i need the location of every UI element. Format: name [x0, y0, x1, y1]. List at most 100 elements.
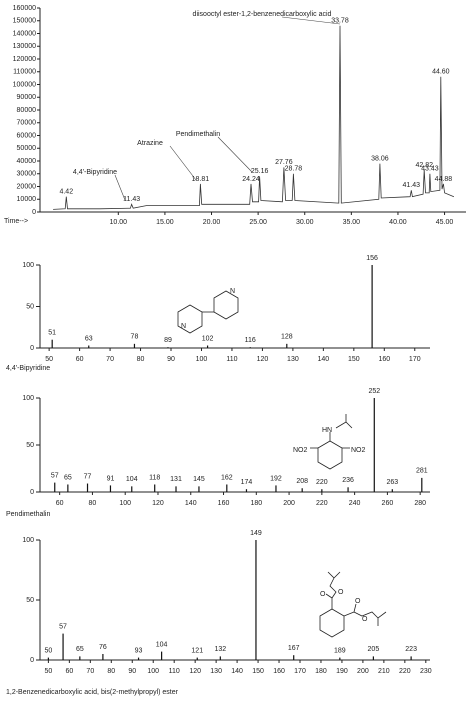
y-tick-label: 110000 [13, 69, 36, 76]
peak-label: 89 [164, 337, 172, 344]
peak-label: 44.88 [435, 176, 453, 183]
x-axis-label: Time--> [4, 218, 28, 225]
x-tick-label: 130 [210, 668, 222, 675]
ring [213, 290, 239, 320]
x-tick-label: 100 [119, 500, 131, 507]
bar [67, 484, 69, 492]
x-tick-label: 45.00 [436, 219, 454, 226]
y-tick-label: 150000 [13, 18, 36, 25]
x-tick-label: 110 [226, 356, 237, 363]
x-tick-label: 80 [137, 356, 145, 363]
caption: Pendimethalin [6, 511, 50, 518]
peak-label: 38.06 [371, 155, 389, 162]
bar [206, 345, 209, 348]
bar [47, 657, 49, 660]
bar [371, 265, 373, 348]
peak-label: 208 [296, 478, 308, 485]
atom-label: O [355, 598, 361, 605]
y-tick-label: 0 [30, 489, 34, 496]
bar [339, 657, 341, 660]
peak-label: 4.42 [59, 189, 73, 196]
peak-label: 121 [191, 647, 203, 654]
x-tick-label: 150 [348, 356, 360, 363]
peak-label: 44.60 [432, 69, 450, 76]
x-tick-label: 190 [336, 668, 348, 675]
y-tick-label: 40000 [17, 158, 37, 165]
x-tick-label: 40.00 [389, 219, 407, 226]
y-tick-label: 0 [30, 345, 34, 352]
bond [335, 414, 353, 429]
x-tick-label: 60 [76, 356, 84, 363]
bar [109, 485, 112, 492]
peak-label: 189 [334, 647, 346, 654]
peak-label: 131 [170, 476, 182, 483]
trace [53, 25, 455, 210]
x-tick-label: 260 [382, 500, 394, 507]
leader-line [169, 145, 197, 181]
bar [293, 655, 295, 660]
peak-label: 27.76 [275, 159, 293, 166]
bar [175, 486, 177, 492]
x-tick-label: 80 [89, 500, 97, 507]
peak-label: 78 [131, 334, 139, 341]
peak-label: 205 [368, 646, 380, 653]
peak-label: 65 [76, 646, 84, 653]
x-tick-label: 80 [107, 668, 115, 675]
x-tick-label: 150 [252, 668, 264, 675]
peak-label: 18.81 [192, 176, 210, 183]
peak-label: 162 [221, 474, 233, 481]
bar [391, 489, 393, 492]
y-tick-label: 120000 [13, 56, 36, 63]
x-tick-label: 60 [65, 668, 73, 675]
y-tick-label: 60000 [17, 132, 37, 139]
peak-label: 174 [241, 479, 253, 486]
peak-label: 104 [156, 641, 168, 648]
peak-label: 149 [250, 530, 262, 537]
x-tick-label: 140 [185, 500, 197, 507]
peak-label: 132 [214, 646, 226, 653]
x-tick-label: 180 [315, 668, 327, 675]
bar [321, 489, 323, 492]
peak-label: 104 [126, 476, 138, 483]
x-tick-label: 140 [318, 356, 330, 363]
bar [245, 489, 248, 492]
x-tick-label: 70 [86, 668, 94, 675]
peak-label: 128 [281, 334, 293, 341]
bar [154, 484, 156, 492]
peak-label: 28.78 [285, 166, 303, 173]
bar [275, 485, 277, 492]
y-tick-label: 50 [26, 442, 34, 449]
bar [102, 654, 104, 660]
x-tick-label: 210 [378, 668, 390, 675]
peak-label: 11.43 [123, 196, 140, 203]
y-tick-label: 50 [26, 597, 34, 604]
bar [301, 488, 303, 492]
y-tick-label: 80000 [17, 107, 37, 114]
peak-label: 167 [288, 645, 300, 652]
x-tick-label: 230 [420, 668, 432, 675]
atom-label: N [181, 323, 186, 330]
bar [255, 540, 257, 660]
x-tick-label: 90 [167, 356, 175, 363]
peak-label: 24.24 [242, 176, 260, 183]
bar [421, 477, 423, 492]
atom-label: NO2 [293, 447, 308, 454]
bar [226, 484, 228, 492]
bar [372, 656, 374, 660]
atom-label: HN [322, 427, 332, 434]
x-tick-label: 90 [128, 668, 136, 675]
x-tick-label: 100 [147, 668, 159, 675]
bar [86, 483, 89, 492]
atom-label: O [338, 589, 344, 596]
bar [54, 482, 56, 492]
bar [79, 656, 81, 660]
x-tick-label: 10.00 [110, 219, 128, 226]
x-tick-label: 35.00 [343, 219, 361, 226]
x-tick-label: 30.00 [296, 219, 314, 226]
y-tick-label: 20000 [17, 183, 37, 190]
x-tick-label: 220 [399, 668, 411, 675]
atom-label: NO2 [351, 447, 366, 454]
bar [219, 656, 221, 660]
peak-label: 102 [202, 335, 214, 342]
